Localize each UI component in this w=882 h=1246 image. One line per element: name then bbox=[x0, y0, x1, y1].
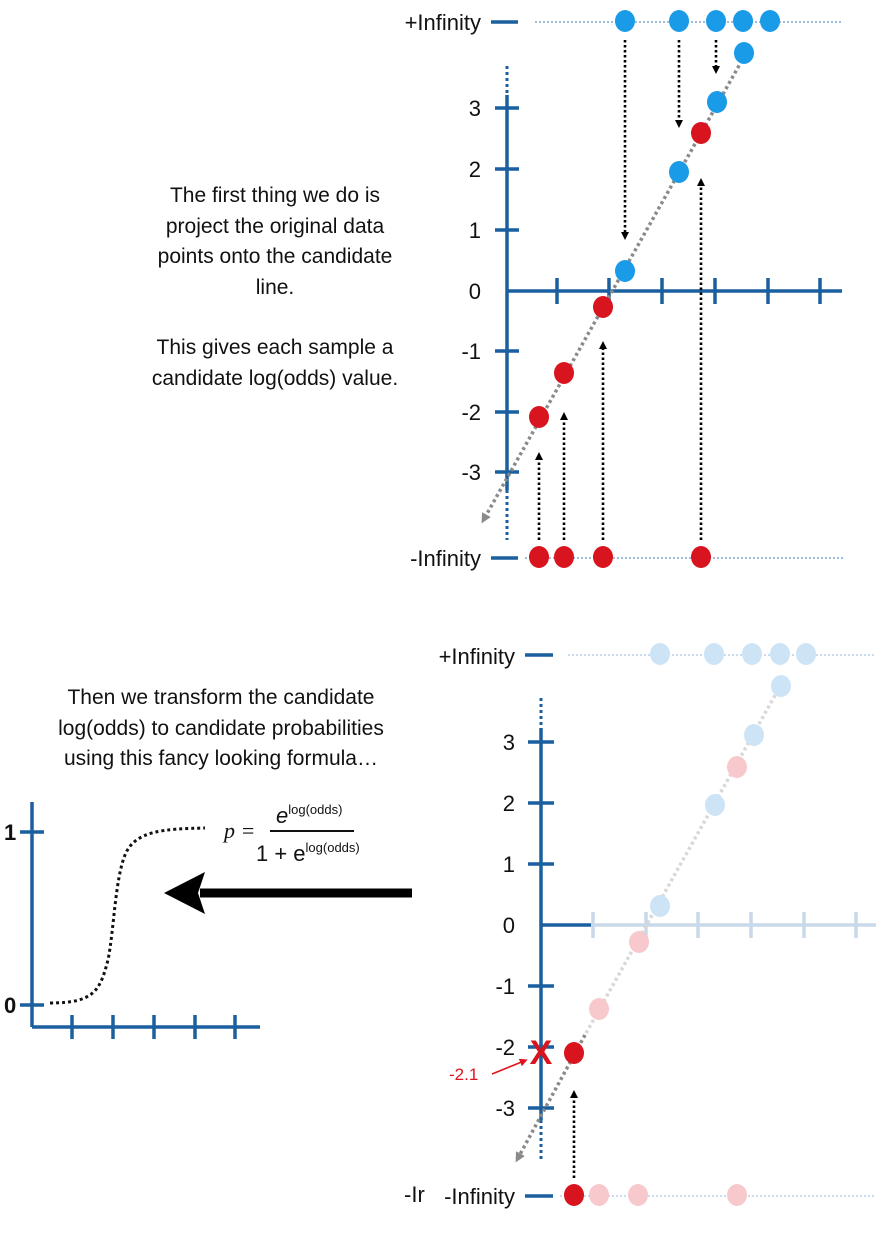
blue-point bbox=[706, 10, 726, 32]
formula-lhs: p = bbox=[222, 818, 255, 843]
faded-red-point bbox=[629, 931, 649, 953]
bottom-caption: Then we transform the candidate log(odds… bbox=[26, 683, 416, 775]
bottom-neg-infinity-label: -Infinity bbox=[444, 1184, 515, 1209]
top-caption-line: The first thing we do is bbox=[169, 184, 381, 207]
faded-blue-point bbox=[742, 643, 762, 665]
projected-blue-point bbox=[669, 161, 689, 183]
top-y-tick-label-neg2: -2 bbox=[461, 400, 481, 425]
blue-point bbox=[615, 10, 635, 32]
faded-blue-point bbox=[650, 643, 670, 665]
bottom-y-tick-label-neg2: -2 bbox=[495, 1035, 515, 1060]
faded-blue-point bbox=[744, 724, 764, 746]
formula-numerator-base: elog(odds) bbox=[276, 802, 342, 828]
red-point bbox=[691, 546, 711, 568]
blue-point bbox=[760, 10, 780, 32]
top-projection-arrows-up bbox=[535, 178, 705, 540]
top-caption: The first thing we do is project the ori… bbox=[120, 181, 430, 394]
bottom-projected-faded-points bbox=[589, 675, 791, 1020]
projected-blue-point bbox=[707, 91, 727, 113]
bottom-panel: +Infinity -Ir -Infinity 3 2 1 0 -1 -2 -3 bbox=[404, 643, 876, 1209]
faded-red-point bbox=[589, 998, 609, 1020]
red-point bbox=[564, 1184, 584, 1206]
top-y-tick-label-neg3: -3 bbox=[461, 460, 481, 485]
faded-blue-point bbox=[705, 794, 725, 816]
formula-denominator: 1 + elog(odds) bbox=[256, 840, 360, 866]
faded-blue-point bbox=[771, 675, 791, 697]
red-point bbox=[554, 546, 574, 568]
top-y-tick-label-2: 2 bbox=[469, 157, 481, 182]
top-neg-infinity-points bbox=[529, 546, 711, 568]
top-candidate-line bbox=[481, 48, 752, 524]
bottom-y-tick-label-neg3: -3 bbox=[495, 1096, 515, 1121]
annotation-value: -2.1 bbox=[449, 1065, 478, 1084]
top-caption-line: This gives each sample a bbox=[156, 336, 394, 359]
faded-red-point bbox=[727, 756, 747, 778]
top-panel: +Infinity -Infinity 3 2 1 0 -1 -2 -3 bbox=[405, 10, 843, 571]
top-y-tick-label-neg1: -1 bbox=[461, 339, 481, 364]
bottom-neg-infinity-fragment: -Ir bbox=[404, 1182, 425, 1207]
bottom-caption-line: Then we transform the candidate bbox=[67, 686, 375, 709]
faded-blue-point bbox=[770, 643, 790, 665]
faded-blue-point bbox=[650, 895, 670, 917]
bottom-y-tick-label-neg1: -1 bbox=[495, 974, 515, 999]
projected-red-point bbox=[691, 122, 711, 144]
x-marker: X bbox=[530, 1034, 553, 1072]
bottom-x-ticks bbox=[591, 912, 858, 938]
bottom-y-tick-label-3: 3 bbox=[503, 730, 515, 755]
faded-red-point bbox=[727, 1184, 747, 1206]
bottom-caption-line: log(odds) to candidate probabilities bbox=[58, 716, 384, 740]
sigmoid-panel: 1 0 bbox=[4, 802, 260, 1039]
sigmoid-label-zero: 0 bbox=[4, 993, 16, 1018]
top-caption-line: points onto the candidate bbox=[157, 245, 393, 268]
sigmoid-curve bbox=[49, 826, 206, 1005]
probability-formula: p = elog(odds) 1 + elog(odds) bbox=[222, 802, 360, 866]
top-projected-points bbox=[529, 42, 754, 428]
top-caption-line: project the original data bbox=[165, 214, 385, 238]
bottom-y-ticks bbox=[528, 740, 554, 1110]
top-caption-line: candidate log(odds) value. bbox=[151, 366, 399, 390]
projected-blue-point bbox=[615, 260, 635, 282]
top-caption-line: line. bbox=[255, 275, 295, 299]
faded-blue-point bbox=[796, 643, 816, 665]
top-y-tick-label-0: 0 bbox=[469, 279, 481, 304]
faded-red-point bbox=[628, 1184, 648, 1206]
projected-red-point bbox=[593, 296, 613, 318]
transform-arrow bbox=[164, 872, 412, 914]
top-pos-infinity-label: +Infinity bbox=[405, 10, 481, 35]
blue-point bbox=[669, 10, 689, 32]
bottom-pos-infinity-points bbox=[650, 643, 816, 665]
bottom-candidate-line bbox=[515, 1034, 587, 1163]
bottom-y-tick-label-2: 2 bbox=[503, 791, 515, 816]
sigmoid-label-one: 1 bbox=[4, 820, 16, 845]
sigmoid-x-ticks bbox=[70, 1015, 237, 1039]
top-y-tick-label-3: 3 bbox=[469, 96, 481, 121]
top-projection-arrows-down bbox=[621, 40, 720, 240]
bottom-pos-infinity-label: +Infinity bbox=[439, 644, 515, 669]
red-point bbox=[593, 546, 613, 568]
projected-red-point bbox=[554, 362, 574, 384]
red-point bbox=[529, 546, 549, 568]
projected-blue-point bbox=[734, 42, 754, 64]
bottom-neg-infinity-points bbox=[564, 1184, 747, 1206]
bottom-y-tick-label-0: 0 bbox=[503, 913, 515, 938]
faded-red-point bbox=[589, 1184, 609, 1206]
bottom-caption-line: using this fancy looking formula… bbox=[64, 747, 378, 770]
top-y-tick-label-1: 1 bbox=[469, 218, 481, 243]
transform-arrow-head bbox=[164, 872, 205, 914]
top-neg-infinity-label: -Infinity bbox=[410, 546, 481, 571]
projected-red-point bbox=[529, 406, 549, 428]
bottom-y-tick-label-1: 1 bbox=[503, 852, 515, 877]
blue-point bbox=[733, 10, 753, 32]
top-pos-infinity-points bbox=[615, 10, 780, 32]
annotation-arrow bbox=[491, 1058, 528, 1075]
faded-blue-point bbox=[704, 643, 724, 665]
highlight-red-point bbox=[564, 1042, 584, 1064]
